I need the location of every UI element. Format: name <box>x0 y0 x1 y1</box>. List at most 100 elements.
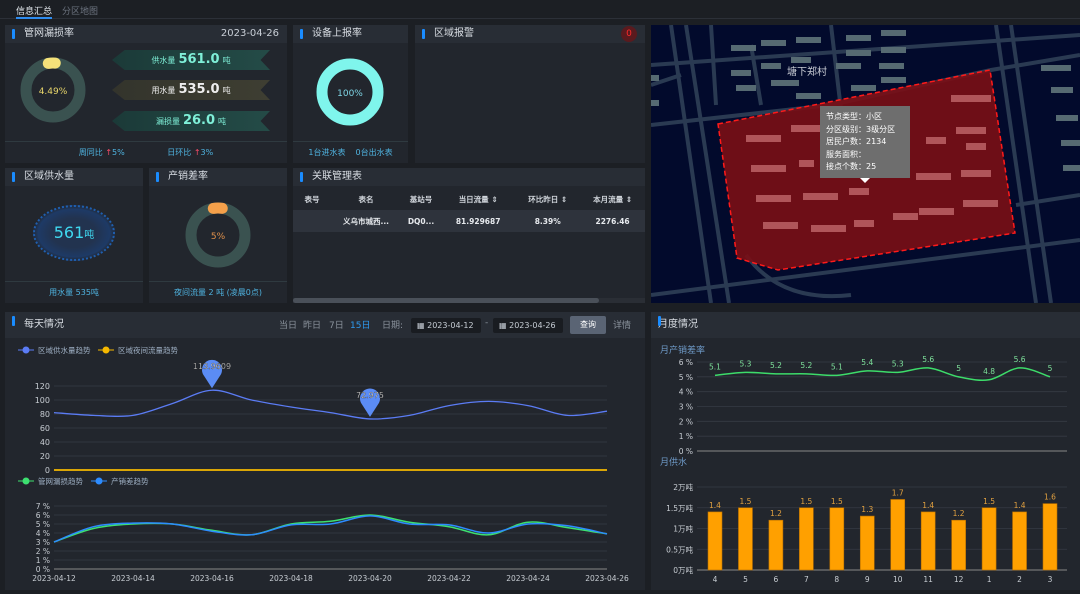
legend-label: 管网漏损趋势 <box>38 476 83 486</box>
zone-buildings <box>746 95 998 232</box>
data-label: 1.2 <box>770 509 782 518</box>
leak-rate-panel: 管网漏损率 2023-04-26 4.49% 供水量 561.0 吨 用水量 535.… <box>5 25 287 163</box>
use-value: 535.0 <box>178 82 220 97</box>
cell: 2276.46 <box>595 216 630 226</box>
y-tick-label: 4 % <box>36 529 50 538</box>
horizontal-scrollbar[interactable] <box>293 298 645 303</box>
y-tick-label: 100 <box>35 396 50 405</box>
supply-label: 供水量 <box>151 56 176 65</box>
data-label: 5 <box>1048 364 1053 373</box>
x-tick-label: 5 <box>743 575 748 584</box>
bar <box>829 507 845 571</box>
panel-title: 区域报警 <box>415 25 645 43</box>
x-tick-label: 7 <box>804 575 809 584</box>
y-tick-label: 5 % <box>36 520 50 529</box>
col-meter-name[interactable]: 表名 <box>358 194 374 204</box>
y-tick-label: 0 % <box>36 565 50 574</box>
data-label: 1.6 <box>1044 493 1056 502</box>
nrw-footer: 夜间流量 2 吨 (凌晨0点) <box>149 281 287 303</box>
tooltip-line: 服务面积： <box>826 149 866 159</box>
arrow-up-icon: ↑ <box>105 148 113 157</box>
use-label: 用水量 <box>151 86 176 95</box>
col-daily-flow[interactable]: 当日流量 ⇕ <box>441 188 515 210</box>
panel-title: 管网漏损率 <box>5 25 287 43</box>
cell <box>293 210 331 232</box>
col-station-no[interactable]: 基站号 <box>409 194 433 204</box>
data-label: 1.4 <box>709 501 721 510</box>
x-tick-label: 2023-04-26 <box>585 574 629 583</box>
y-tick-label: 1 % <box>36 556 50 565</box>
y-tick-label: 40 <box>40 438 50 447</box>
date-separator: - <box>485 318 489 328</box>
y-tick-label: 120 <box>35 382 50 391</box>
range-yesterday[interactable]: 昨日 <box>303 321 322 331</box>
cell: 义乌市城西... <box>342 216 390 226</box>
alarm-count-badge[interactable]: 0 <box>621 26 637 42</box>
unit: 吨 <box>218 117 227 126</box>
unit: 吨 <box>222 86 231 95</box>
sort-icon[interactable]: ⇕ <box>491 194 498 204</box>
range-7d[interactable]: 7日 <box>329 321 344 331</box>
range-today[interactable]: 当日 <box>279 321 298 331</box>
tooltip-line: 分区级别：3级分区 <box>826 124 896 134</box>
arrow-up-icon: ↑ <box>193 148 201 157</box>
tab-zone-map[interactable]: 分区地图 <box>62 7 99 17</box>
x-tick-label: 3 <box>1048 575 1053 584</box>
legend-label: 区域夜间流量趋势 <box>118 345 178 355</box>
x-tick-label: 2023-04-14 <box>111 574 155 583</box>
legend-marker <box>95 477 103 485</box>
calendar-icon: ▦ <box>499 321 510 330</box>
tooltip-line: 居民户数：2134 <box>826 137 887 146</box>
loss-label: 漏损量 <box>155 117 180 126</box>
table-row[interactable]: 义乌市城西... DQ0... 81.929687 8.39% 2276.46 <box>293 210 645 232</box>
y-tick-label: 1.5万吨 <box>666 503 693 513</box>
pin-marker <box>202 359 222 389</box>
legend-marker <box>22 477 30 485</box>
series-line-monthly-rate <box>714 367 1051 381</box>
data-label: 1.5 <box>800 497 812 506</box>
x-tick-label: 2023-04-16 <box>190 574 234 583</box>
tab-summary[interactable]: 信息汇总 <box>16 4 53 19</box>
y-tick-label: 4 % <box>679 388 693 397</box>
scrollbar-thumb[interactable] <box>293 298 600 303</box>
col-monthly-flow[interactable]: 本月流量 ⇕ <box>580 188 645 210</box>
data-label: 5.2 <box>800 361 812 370</box>
monthly-panel: 月度情况 月产销差率 0 % 1 % 2 % 3 % 4 % 5 % 6 % 5.1 5.3 5.2… <box>651 312 1080 590</box>
nrw-rate-panel: 产销差率 5% 夜间流量 2 吨 (凌晨0点) <box>149 168 287 303</box>
data-label: 5.2 <box>770 361 782 370</box>
x-tick-label: 2023-04-24 <box>506 574 550 583</box>
date-label: 日期: <box>382 321 404 331</box>
query-button[interactable]: 查询 <box>570 316 606 334</box>
in-meters: 1台进水表 <box>308 148 346 157</box>
supply-value: 561.0 <box>178 52 220 67</box>
y-tick-label: 2 % <box>679 417 693 426</box>
col-meter-no[interactable]: 表号 <box>304 194 320 204</box>
y-tick-label: 0 <box>45 466 50 475</box>
bar <box>890 499 906 571</box>
loss-value: 26.0 <box>182 113 216 128</box>
end-date-input[interactable]: ▦ 2023-04-26 <box>493 318 563 333</box>
legend-label: 产销差趋势 <box>111 476 149 486</box>
y-tick-label: 0万吨 <box>673 565 693 575</box>
y-tick-label: 3 % <box>36 538 50 547</box>
x-tick-label: 2023-04-12 <box>32 574 76 583</box>
sort-icon[interactable]: ⇕ <box>625 194 633 204</box>
sort-icon[interactable]: ⇕ <box>560 194 568 204</box>
y-tick-label: 0.5万吨 <box>666 544 693 554</box>
bar <box>1012 511 1027 571</box>
col-label: 当日流量 <box>458 194 489 204</box>
legend-label: 区域供水量趋势 <box>38 345 91 355</box>
range-15d[interactable]: 15日 <box>350 321 371 331</box>
leak-gauge: 4.49% <box>20 57 86 123</box>
zone-map[interactable]: 塘下郑村 节点类型：小区 分区级别：3级分区 居民户数：2134 服务面积： 接… <box>651 25 1080 303</box>
data-label: 5.1 <box>709 362 721 371</box>
bar <box>768 519 784 571</box>
start-date-input[interactable]: ▦ 2023-04-12 <box>411 318 481 333</box>
data-label: 5 <box>956 364 961 373</box>
x-tick-label: 9 <box>865 575 870 584</box>
tooltip-pointer-icon <box>860 178 870 188</box>
day-value: 3% <box>200 148 214 157</box>
col-dod[interactable]: 环比昨日 ⇕ <box>515 188 580 210</box>
bar <box>799 507 814 571</box>
detail-link[interactable]: 详情 <box>613 321 632 331</box>
